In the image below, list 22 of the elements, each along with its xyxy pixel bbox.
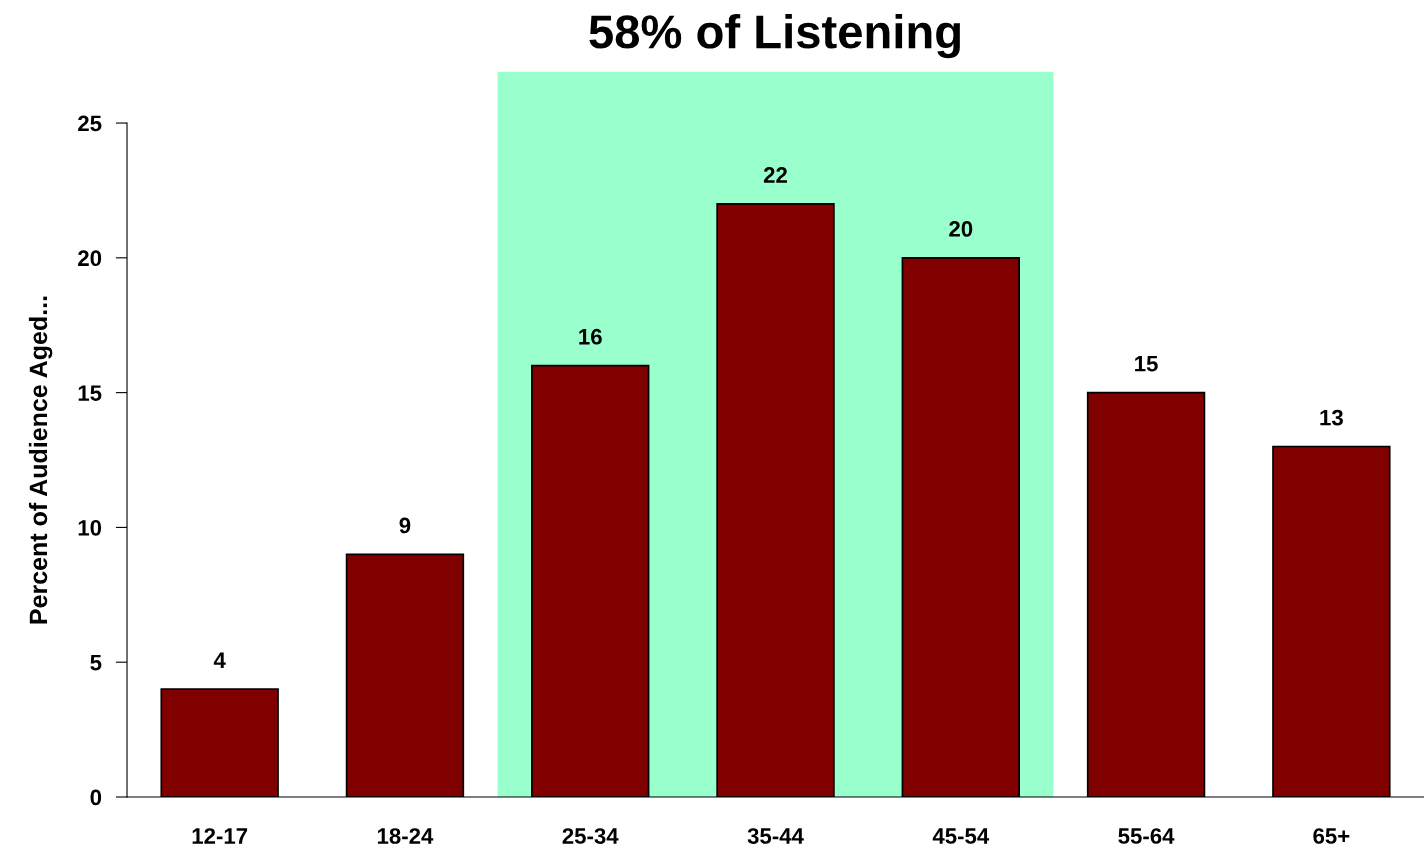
x-tick-label: 35-44 <box>747 828 804 844</box>
data-label: 16 <box>579 328 602 345</box>
y-tick-label: 5 <box>90 654 102 671</box>
x-tick-label: 55-64 <box>1118 828 1175 844</box>
x-tick-label: 18-24 <box>377 828 434 844</box>
y-tick-label: 20 <box>78 250 102 267</box>
y-tick-label: 25 <box>78 115 102 132</box>
data-label: 13 <box>1320 409 1343 426</box>
x-tick-label: 12-17 <box>192 828 248 844</box>
x-tick-label: 65+ <box>1313 828 1350 844</box>
data-label: 4 <box>213 652 226 668</box>
data-label: 20 <box>949 221 973 237</box>
y-tick-label: 15 <box>78 385 102 401</box>
y-tick-label: 0 <box>90 789 102 806</box>
data-label: 15 <box>1135 356 1158 372</box>
data-label: 22 <box>763 167 787 183</box>
x-tick-label: 45-54 <box>932 828 990 844</box>
data-label: 9 <box>399 517 411 534</box>
x-tick-label: 25-34 <box>562 828 619 844</box>
y-axis-title: Percent of Audience Aged... <box>28 296 53 624</box>
y-tick-label: 10 <box>78 519 102 536</box>
band-label: 58% of Listening <box>589 13 960 59</box>
